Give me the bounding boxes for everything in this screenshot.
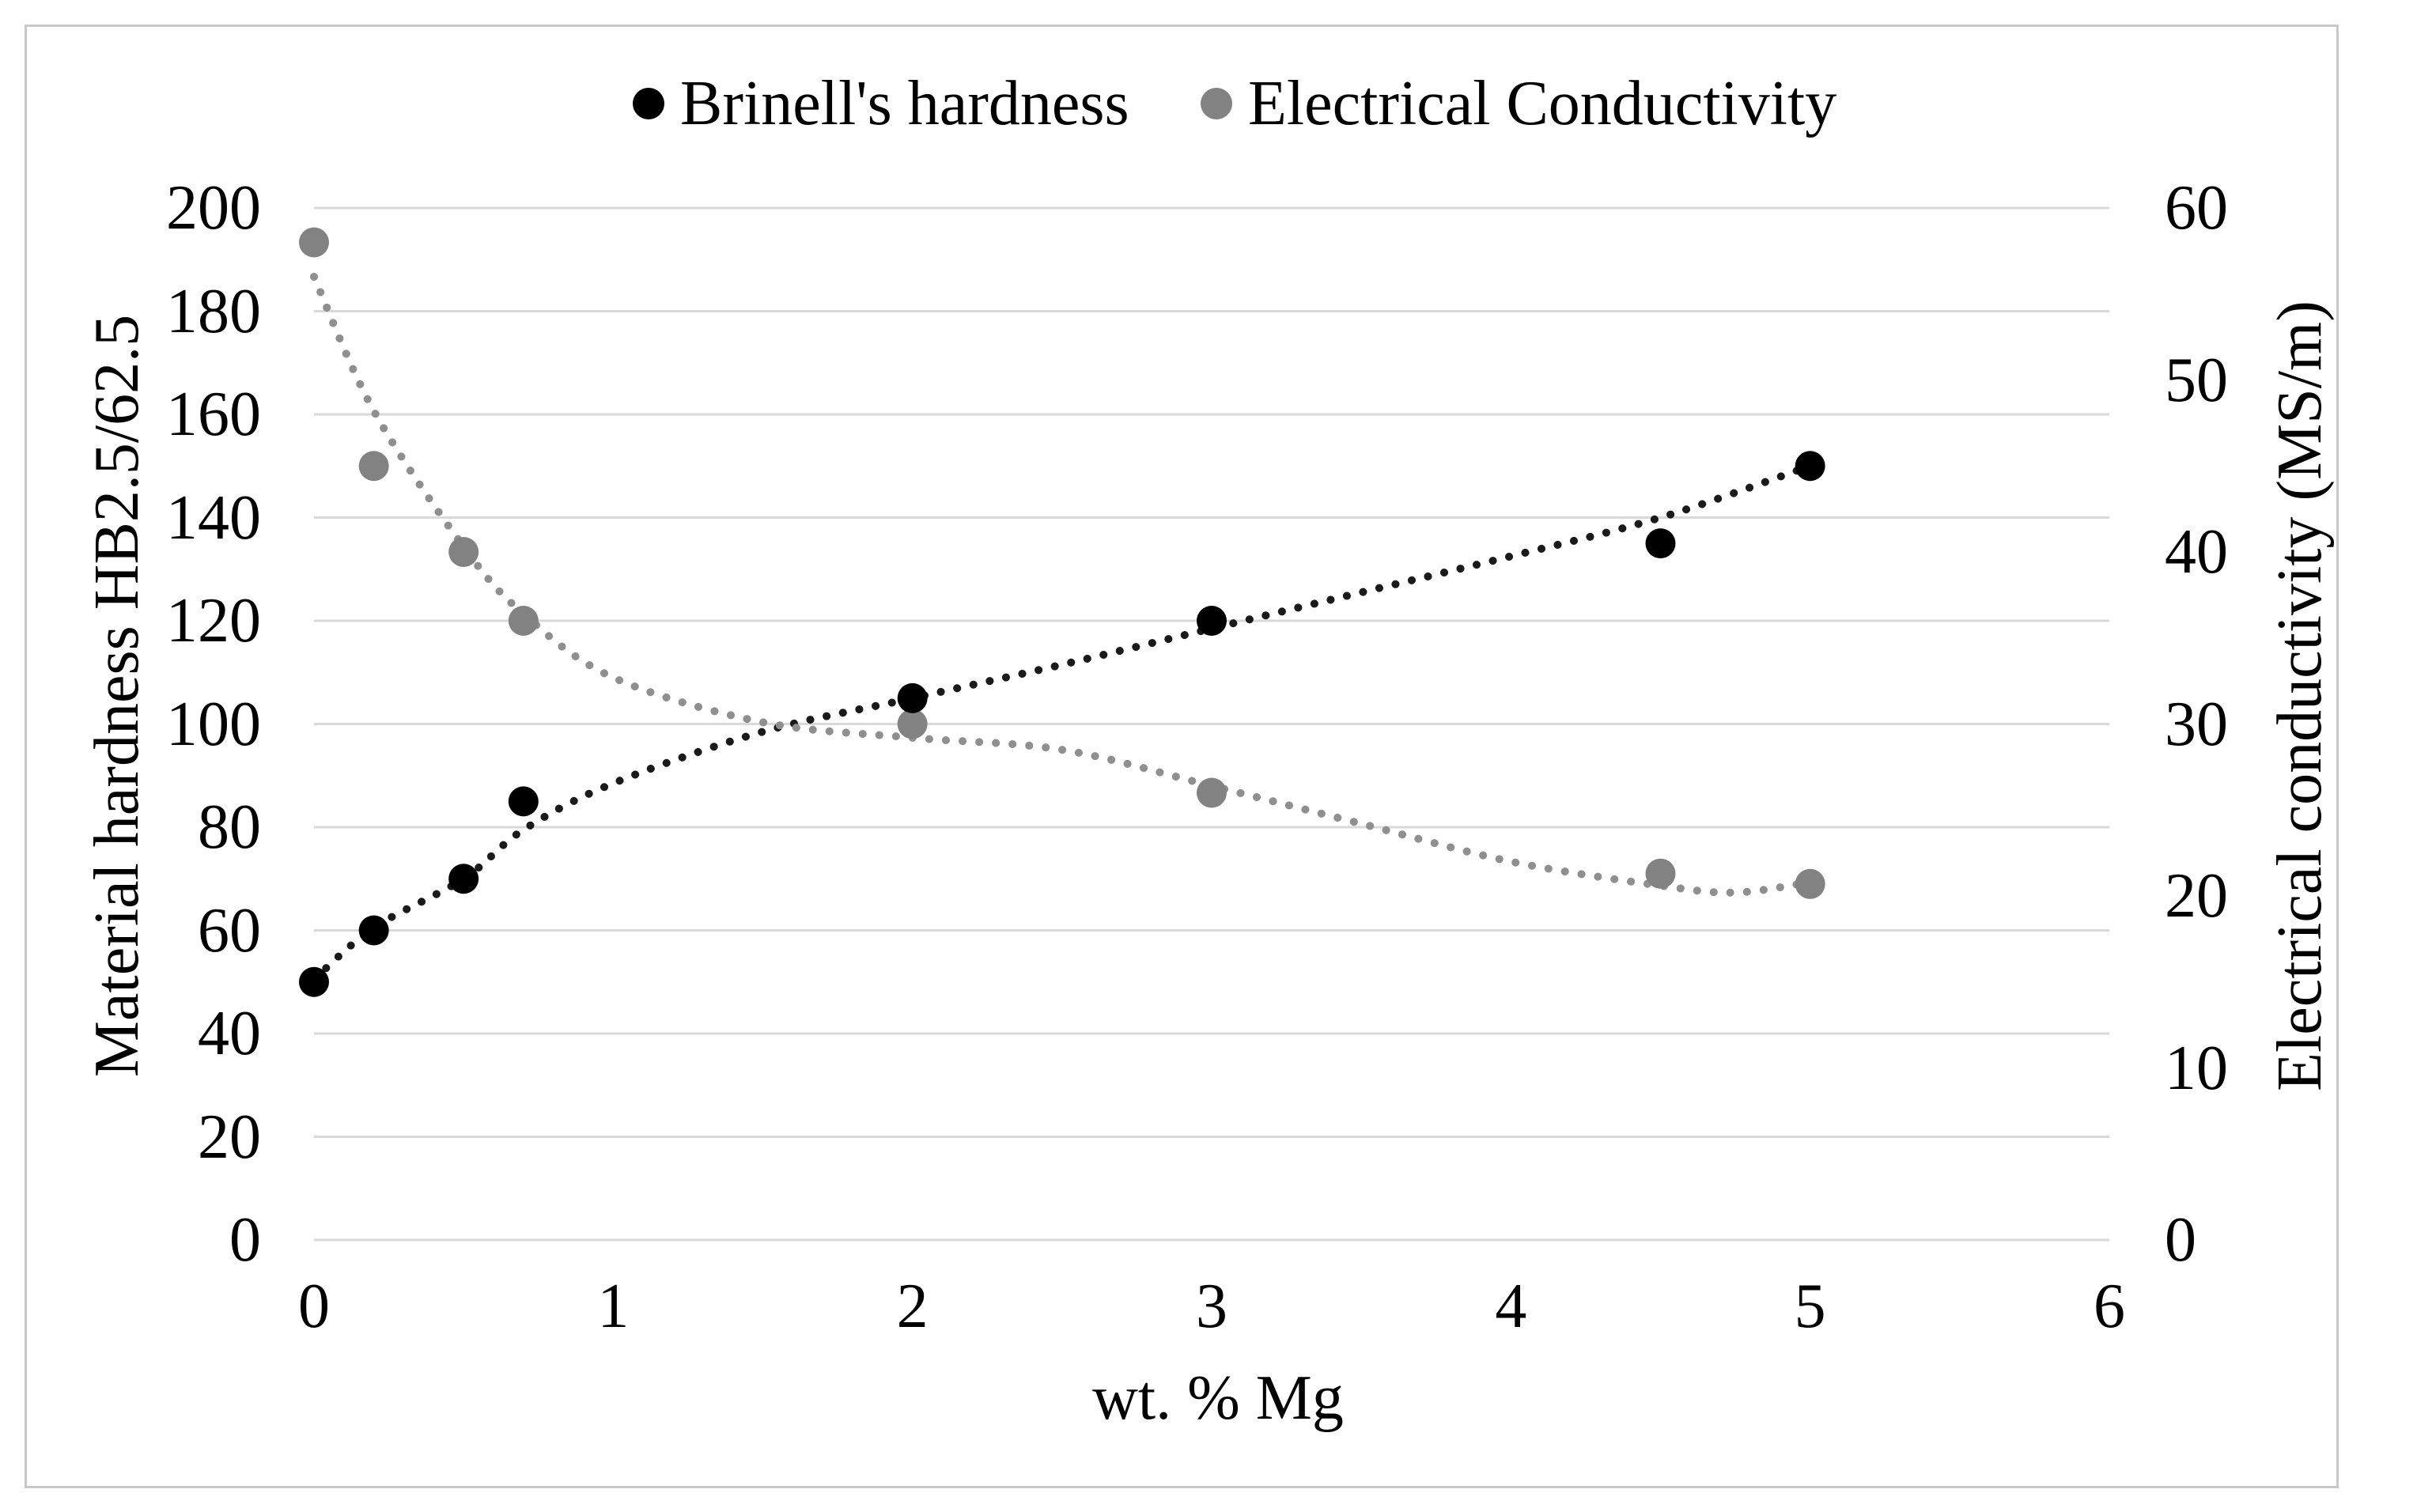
data-point-conductivity-x0 xyxy=(299,227,329,258)
y-left-tick-200: 200 xyxy=(166,173,261,243)
data-point-hardness-x4.5 xyxy=(1645,528,1676,559)
y-left-tick-80: 80 xyxy=(198,792,261,862)
legend-item-electrical-conductivity: Electrical Conductivity xyxy=(1201,68,1836,139)
y-right-tick-0: 0 xyxy=(2165,1205,2196,1275)
legend-item-brinell-hardness: Brinell's hardness xyxy=(633,68,1129,139)
x-axis-title: wt. % Mg xyxy=(1092,1363,1344,1433)
y-left-tick-60: 60 xyxy=(198,895,261,966)
x-tick-6: 6 xyxy=(2094,1272,2125,1341)
y-left-tick-160: 160 xyxy=(166,380,261,449)
y-right-tick-50: 50 xyxy=(2165,345,2228,415)
legend: Brinell's hardness Electrical Conductivi… xyxy=(0,68,2417,139)
x-tick-1: 1 xyxy=(597,1272,630,1341)
data-point-hardness-x0.5 xyxy=(448,864,479,894)
trendline-hardness xyxy=(310,462,1814,984)
y-right-tick-60: 60 xyxy=(2165,173,2228,243)
data-point-conductivity-x0.2 xyxy=(358,451,389,482)
trendline-conductivity xyxy=(310,273,1814,897)
legend-label-electrical-conductivity: Electrical Conductivity xyxy=(1248,69,1837,138)
data-point-hardness-x2 xyxy=(897,682,928,713)
legend-label-brinell-hardness: Brinell's hardness xyxy=(680,69,1129,138)
chart-outer-border xyxy=(25,25,2339,1488)
data-point-conductivity-x4.5 xyxy=(1645,858,1676,889)
data-point-conductivity-x2 xyxy=(897,709,928,739)
x-tick-0: 0 xyxy=(298,1272,330,1341)
data-point-conductivity-x3 xyxy=(1197,777,1227,808)
data-point-conductivity-x0.5 xyxy=(448,537,479,567)
data-point-conductivity-x0.7 xyxy=(508,606,539,636)
y-right-tick-30: 30 xyxy=(2165,689,2228,759)
data-point-hardness-x5 xyxy=(1795,451,1825,482)
data-point-hardness-x0.7 xyxy=(508,786,539,817)
y-left-tick-0: 0 xyxy=(229,1205,261,1275)
y-left-tick-120: 120 xyxy=(166,586,261,656)
y-left-tick-20: 20 xyxy=(198,1102,261,1172)
y-right-tick-20: 20 xyxy=(2165,861,2228,931)
data-point-hardness-x0 xyxy=(299,966,329,997)
y-left-tick-100: 100 xyxy=(166,689,261,759)
data-point-conductivity-x5 xyxy=(1795,868,1825,899)
y-right-tick-10: 10 xyxy=(2165,1033,2228,1103)
legend-marker-black-dot-icon xyxy=(633,88,664,119)
data-point-hardness-x3 xyxy=(1197,606,1227,636)
y-right-tick-40: 40 xyxy=(2165,517,2228,587)
x-tick-3: 3 xyxy=(1196,1272,1227,1341)
y-left-tick-40: 40 xyxy=(198,999,261,1068)
y-left-tick-180: 180 xyxy=(166,276,261,346)
x-tick-4: 4 xyxy=(1495,1272,1527,1341)
legend-marker-gray-dot-icon xyxy=(1201,88,1232,119)
x-tick-5: 5 xyxy=(1794,1272,1826,1341)
y-left-tick-140: 140 xyxy=(166,482,261,553)
data-point-hardness-x0.2 xyxy=(358,915,389,946)
x-tick-2: 2 xyxy=(896,1272,929,1341)
